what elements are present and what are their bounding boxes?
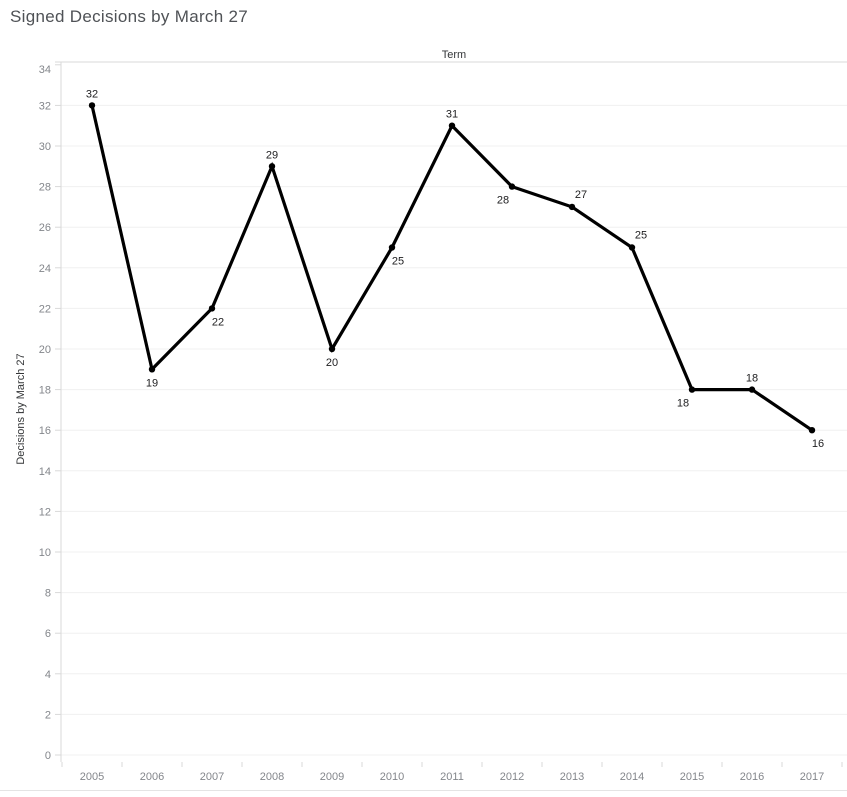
y-tick-label: 12 — [39, 506, 51, 518]
y-tick-label: 28 — [39, 182, 51, 194]
data-label-2015: 18 — [677, 398, 689, 410]
x-tick-label: 2012 — [500, 771, 524, 783]
data-label-2014: 25 — [635, 230, 647, 242]
x-axis-title: Term — [442, 49, 466, 61]
y-tick-label: 2 — [45, 709, 51, 721]
y-tick-label: 10 — [39, 547, 51, 559]
data-point-2015[interactable] — [688, 386, 696, 393]
x-tick-label: 2010 — [380, 771, 404, 783]
x-tick-label: 2008 — [260, 771, 284, 783]
x-tick-label: 2007 — [200, 771, 224, 783]
x-tick-label: 2015 — [680, 771, 704, 783]
y-axis-title: Decisions by March 27 — [15, 353, 27, 464]
x-tick-label: 2016 — [740, 771, 764, 783]
data-point-2012[interactable] — [508, 183, 516, 190]
y-tick-label: 18 — [39, 385, 51, 397]
data-point-2017[interactable] — [808, 427, 816, 434]
data-label-2006: 19 — [146, 377, 158, 389]
data-label-2017: 16 — [812, 438, 824, 450]
y-tick-label: 16 — [39, 425, 51, 437]
data-label-2010: 25 — [392, 256, 404, 268]
chart-title: Signed Decisions by March 27 — [10, 7, 249, 26]
y-tick-label: 14 — [39, 466, 51, 478]
y-tick-label: 0 — [45, 750, 51, 762]
y-tick-label: 20 — [39, 344, 51, 356]
data-label-2011: 31 — [446, 109, 458, 121]
data-point-2013[interactable] — [568, 203, 576, 211]
data-point-2005[interactable] — [88, 102, 96, 109]
y-tick-label: 34 — [39, 64, 51, 76]
data-point-2016[interactable] — [748, 386, 756, 393]
data-point-2009[interactable] — [328, 345, 336, 353]
y-tick-label: 24 — [39, 263, 51, 275]
data-point-2007[interactable] — [208, 305, 216, 312]
y-tick-label: 26 — [39, 222, 51, 234]
data-label-2013: 27 — [575, 189, 587, 201]
data-label-2012: 28 — [497, 195, 509, 207]
data-point-2008[interactable] — [268, 163, 276, 170]
data-label-2007: 22 — [212, 316, 224, 328]
data-point-2010[interactable] — [388, 244, 396, 251]
y-tick-label: 4 — [45, 669, 51, 681]
data-point-2014[interactable] — [628, 244, 636, 251]
y-tick-label: 8 — [45, 588, 51, 600]
x-tick-label: 2013 — [560, 771, 584, 783]
data-label-2016: 18 — [746, 373, 758, 385]
data-point-2011[interactable] — [448, 122, 456, 129]
x-tick-label: 2009 — [320, 771, 344, 783]
data-label-2008: 29 — [266, 149, 278, 161]
y-tick-label: 6 — [45, 628, 51, 640]
x-tick-label: 2006 — [140, 771, 164, 783]
x-tick-label: 2014 — [620, 771, 644, 783]
x-tick-label: 2017 — [800, 771, 824, 783]
y-tick-label: 22 — [39, 303, 51, 315]
y-tick-label: 30 — [39, 141, 51, 153]
data-label-2005: 32 — [86, 88, 98, 100]
x-tick-label: 2011 — [440, 771, 464, 783]
x-tick-label: 2005 — [80, 771, 104, 783]
data-label-2009: 20 — [326, 357, 338, 369]
data-point-2006[interactable] — [148, 366, 156, 373]
y-tick-label: 32 — [39, 100, 51, 112]
